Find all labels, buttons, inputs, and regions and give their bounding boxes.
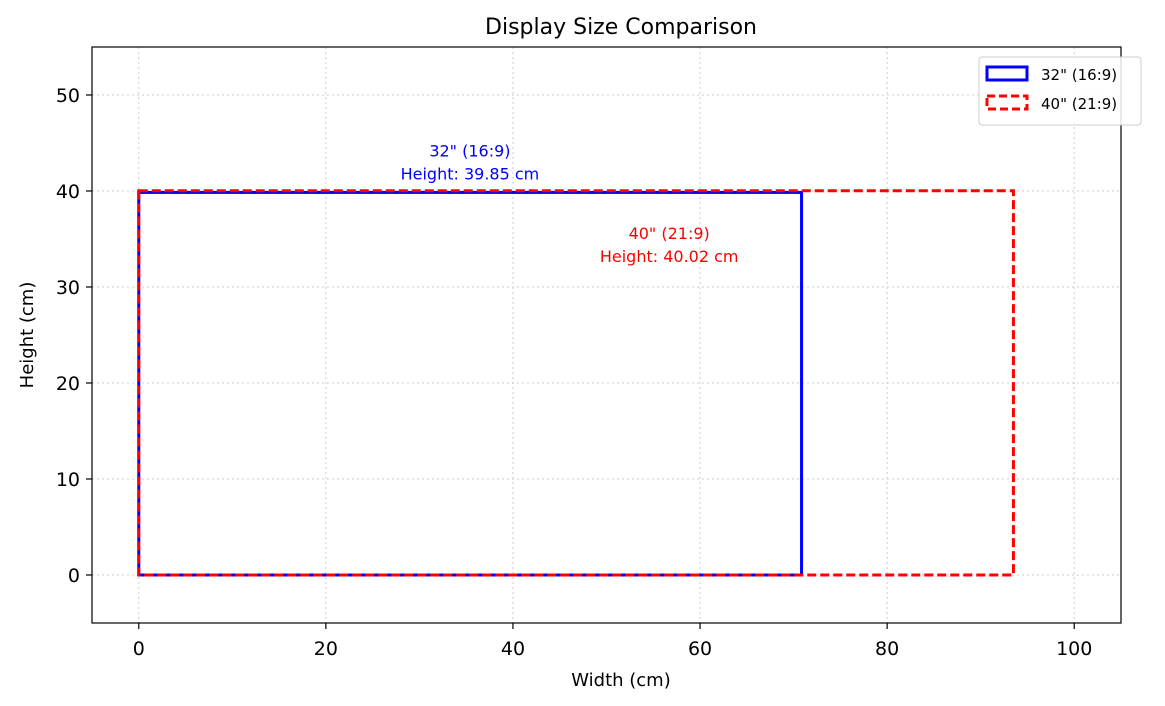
x-tick-label: 100 — [1056, 638, 1092, 660]
x-axis-label: Width (cm) — [571, 670, 671, 691]
x-tick-label: 80 — [875, 638, 899, 660]
legend-swatch-2 — [985, 94, 1029, 111]
y-tick-label: 0 — [68, 565, 80, 587]
grid — [92, 47, 1121, 623]
y-axis-label: Height (cm) — [17, 282, 38, 389]
x-tick-label: 60 — [688, 638, 712, 660]
legend-swatch-1 — [985, 65, 1029, 82]
axis-ticks: 0 20 40 60 80 100 0 10 20 30 40 50 — [56, 85, 1093, 660]
legend-label-2: 40" (21:9) — [1041, 95, 1117, 113]
annotation-1-line-1: 32" (16:9) — [429, 141, 510, 160]
y-tick-label: 20 — [56, 373, 80, 395]
chart-title: Display Size Comparison — [485, 15, 757, 40]
plot-rectangles — [137, 189, 1015, 577]
y-tick-label: 40 — [56, 181, 80, 203]
annotation-2-line-2: Height: 40.02 cm — [600, 247, 739, 266]
y-tick-label: 30 — [56, 277, 80, 299]
y-tick-label: 10 — [56, 469, 80, 491]
legend: 32" (16:9) 40" (21:9) — [978, 56, 1142, 126]
display-rect-2 — [137, 189, 1015, 577]
annotation-1-line-2: Height: 39.85 cm — [401, 164, 540, 183]
plot-area-frame — [91, 46, 1122, 624]
x-tick-label: 0 — [133, 638, 145, 660]
x-tick-label: 40 — [501, 638, 525, 660]
annotation-2-line-1: 40" (21:9) — [629, 224, 710, 243]
x-tick-label: 20 — [314, 638, 338, 660]
legend-label-1: 32" (16:9) — [1041, 66, 1117, 84]
y-tick-label: 50 — [56, 85, 80, 107]
annotations: 32" (16:9) Height: 39.85 cm 40" (21:9) Heig… — [401, 141, 739, 266]
